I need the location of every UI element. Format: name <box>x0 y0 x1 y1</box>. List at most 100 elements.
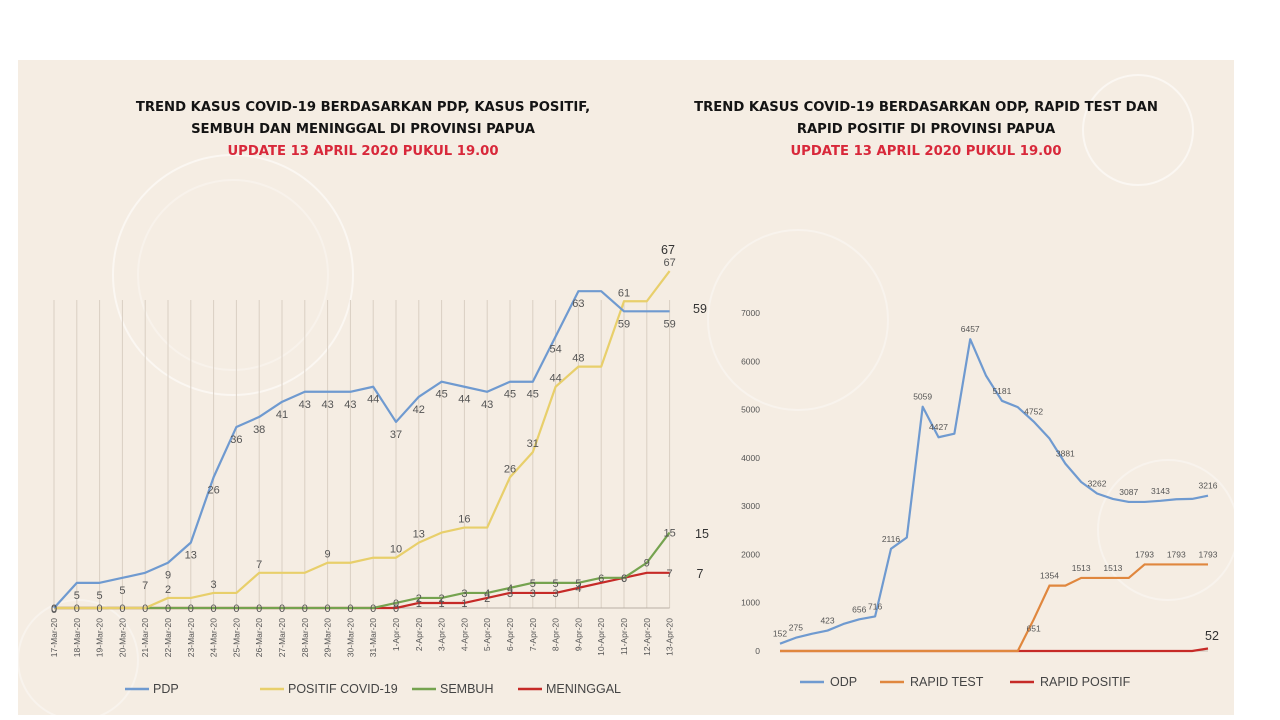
virus-background-decoration <box>18 74 1234 715</box>
data-label-sembuh-8-Apr-20: 5 <box>553 578 559 590</box>
data-label-odp-9: 5059 <box>913 392 932 402</box>
data-label-pdp-27-Mar-20: 41 <box>276 409 288 421</box>
data-label-sembuh-1-Apr-20: 0 <box>393 598 399 610</box>
data-label-sembuh-24-Mar-20: 0 <box>211 603 217 615</box>
data-label-meninggal-2-Apr-20: 1 <box>416 598 422 610</box>
data-label-pdp-4-Apr-20: 44 <box>458 394 470 406</box>
x-tick-label-13-Apr-20: 13-Apr-20 <box>665 618 675 656</box>
data-label-sembuh-18-Mar-20: 0 <box>74 603 80 615</box>
data-label-meninggal-3-Apr-20: 1 <box>439 598 445 610</box>
data-label-pdp-19-Mar-20: 5 <box>97 590 103 602</box>
data-label-odp-20: 3262 <box>1088 478 1107 488</box>
data-label-pdp-8-Apr-20: 54 <box>549 343 561 355</box>
right-chart-title-line2: RAPID POSITIF DI PROVINSI PAPUA <box>796 122 1056 137</box>
end-label-rapid-positif: 52 <box>1205 629 1219 643</box>
infographic-panel: TREND KASUS COVID-19 BERDASARKAN PDP, KA… <box>18 60 1234 715</box>
data-label-pdp-2-Apr-20: 42 <box>413 404 425 416</box>
x-tick-label-5-Apr-20: 5-Apr-20 <box>482 618 492 651</box>
series-line-pdp <box>53 290 670 609</box>
data-label-sembuh-29-Mar-20: 0 <box>325 603 331 615</box>
x-tick-label-9-Apr-20: 9-Apr-20 <box>573 618 583 651</box>
data-label-sembuh-13-Apr-20: 15 <box>663 528 675 540</box>
legend-label-positif-covid-19: POSITIF COVID-19 <box>288 682 398 696</box>
data-label-positif-covid-19-22-Mar-20: 2 <box>165 584 171 596</box>
y-tick-label-1000: 1000 <box>741 598 760 608</box>
data-label-sembuh-17-Mar-20: 0 <box>51 603 57 615</box>
data-label-odp-14: 5181 <box>992 386 1011 396</box>
legend-label-rapid-positif: RAPID POSITIF <box>1040 675 1131 689</box>
x-tick-label-6-Apr-20: 6-Apr-20 <box>505 618 515 651</box>
y-tick-label-3000: 3000 <box>741 501 760 511</box>
left-chart-title-line1: TREND KASUS COVID-19 BERDASARKAN PDP, KA… <box>135 100 591 115</box>
data-label-odp-3: 423 <box>820 616 834 626</box>
x-tick-label-18-Mar-20: 18-Mar-20 <box>72 618 82 657</box>
data-label-rapid-test-23: 1793 <box>1135 549 1154 559</box>
x-tick-label-24-Mar-20: 24-Mar-20 <box>209 618 219 657</box>
x-tick-label-31-Mar-20: 31-Mar-20 <box>368 618 378 657</box>
x-tick-label-22-Mar-20: 22-Mar-20 <box>163 618 173 657</box>
data-label-odp-24: 3143 <box>1151 486 1170 496</box>
data-label-sembuh-7-Apr-20: 5 <box>530 578 536 590</box>
data-label-sembuh-30-Mar-20: 0 <box>347 603 353 615</box>
x-tick-label-25-Mar-20: 25-Mar-20 <box>231 618 241 657</box>
x-tick-label-28-Mar-20: 28-Mar-20 <box>300 618 310 657</box>
data-label-meninggal-6-Apr-20: 3 <box>507 588 513 600</box>
data-label-sembuh-26-Mar-20: 0 <box>256 603 262 615</box>
x-tick-label-27-Mar-20: 27-Mar-20 <box>277 618 287 657</box>
data-label-odp-6: 716 <box>868 601 882 611</box>
legend-label-odp: ODP <box>830 675 857 689</box>
data-label-pdp-24-Mar-20: 26 <box>207 484 219 496</box>
y-tick-label-5000: 5000 <box>741 405 760 415</box>
data-label-pdp-28-Mar-20: 43 <box>299 399 311 411</box>
data-label-sembuh-22-Mar-20: 0 <box>165 603 171 615</box>
data-label-positif-covid-19-2-Apr-20: 13 <box>413 529 425 541</box>
data-label-meninggal-7-Apr-20: 3 <box>530 588 536 600</box>
y-tick-label-2000: 2000 <box>741 549 760 559</box>
data-label-rapid-test-21: 1513 <box>1103 563 1122 573</box>
right-chart-title-line1: TREND KASUS COVID-19 BERDASARKAN ODP, RA… <box>694 100 1158 115</box>
data-label-rapid-test-27: 1793 <box>1199 549 1218 559</box>
x-tick-label-10-Apr-20: 10-Apr-20 <box>596 618 606 656</box>
end-label-sembuh: 15 <box>695 527 709 541</box>
y-tick-label-4000: 4000 <box>741 453 760 463</box>
data-label-pdp-7-Apr-20: 45 <box>527 389 539 401</box>
data-label-rapid-test-25: 1793 <box>1167 549 1186 559</box>
data-label-positif-covid-19-4-Apr-20: 16 <box>458 514 470 526</box>
data-label-pdp-3-Apr-20: 45 <box>435 389 447 401</box>
data-label-pdp-11-Apr-20: 59 <box>618 318 630 330</box>
data-label-meninggal-9-Apr-20: 4 <box>575 583 581 595</box>
data-label-meninggal-4-Apr-20: 1 <box>461 598 467 610</box>
data-label-positif-covid-19-24-Mar-20: 3 <box>211 579 217 591</box>
data-label-sembuh-27-Mar-20: 0 <box>279 603 285 615</box>
data-label-pdp-21-Mar-20: 7 <box>142 580 148 592</box>
x-tick-label-30-Mar-20: 30-Mar-20 <box>345 618 355 657</box>
series-line-positif-covid-19 <box>54 270 671 610</box>
data-label-rapid-test-17: 1354 <box>1040 571 1059 581</box>
data-label-odp-18: 3881 <box>1056 449 1075 459</box>
data-label-meninggal-8-Apr-20: 3 <box>553 588 559 600</box>
data-label-rapid-test-16: 651 <box>1027 624 1041 634</box>
data-label-pdp-30-Mar-20: 43 <box>344 399 356 411</box>
data-label-sembuh-25-Mar-20: 0 <box>233 603 239 615</box>
x-tick-label-19-Mar-20: 19-Mar-20 <box>95 618 105 657</box>
legend-label-sembuh: SEMBUH <box>440 682 493 696</box>
y-tick-label-6000: 6000 <box>741 356 760 366</box>
data-label-odp-22: 3087 <box>1119 487 1138 497</box>
data-label-sembuh-5-Apr-20: 4 <box>484 588 490 600</box>
data-label-positif-covid-19-13-Apr-20: 67 <box>663 257 675 269</box>
data-label-pdp-20-Mar-20: 5 <box>119 585 125 597</box>
data-label-sembuh-2-Apr-20: 2 <box>416 593 422 605</box>
data-label-sembuh-10-Apr-20: 6 <box>598 573 604 585</box>
data-label-positif-covid-19-29-Mar-20: 9 <box>325 549 331 561</box>
data-label-odp-0: 152 <box>773 629 787 639</box>
data-label-meninggal-13-Apr-20: 7 <box>667 568 673 580</box>
right-chart-subtitle: UPDATE 13 APRIL 2020 PUKUL 19.00 <box>790 144 1062 159</box>
data-label-pdp-29-Mar-20: 43 <box>321 399 333 411</box>
data-label-odp-12: 6457 <box>961 324 980 334</box>
data-label-sembuh-3-Apr-20: 2 <box>439 593 445 605</box>
data-label-odp-5: 656 <box>852 604 866 614</box>
data-label-positif-covid-19-26-Mar-20: 7 <box>256 559 262 571</box>
data-label-positif-covid-19-9-Apr-20: 48 <box>572 353 584 365</box>
